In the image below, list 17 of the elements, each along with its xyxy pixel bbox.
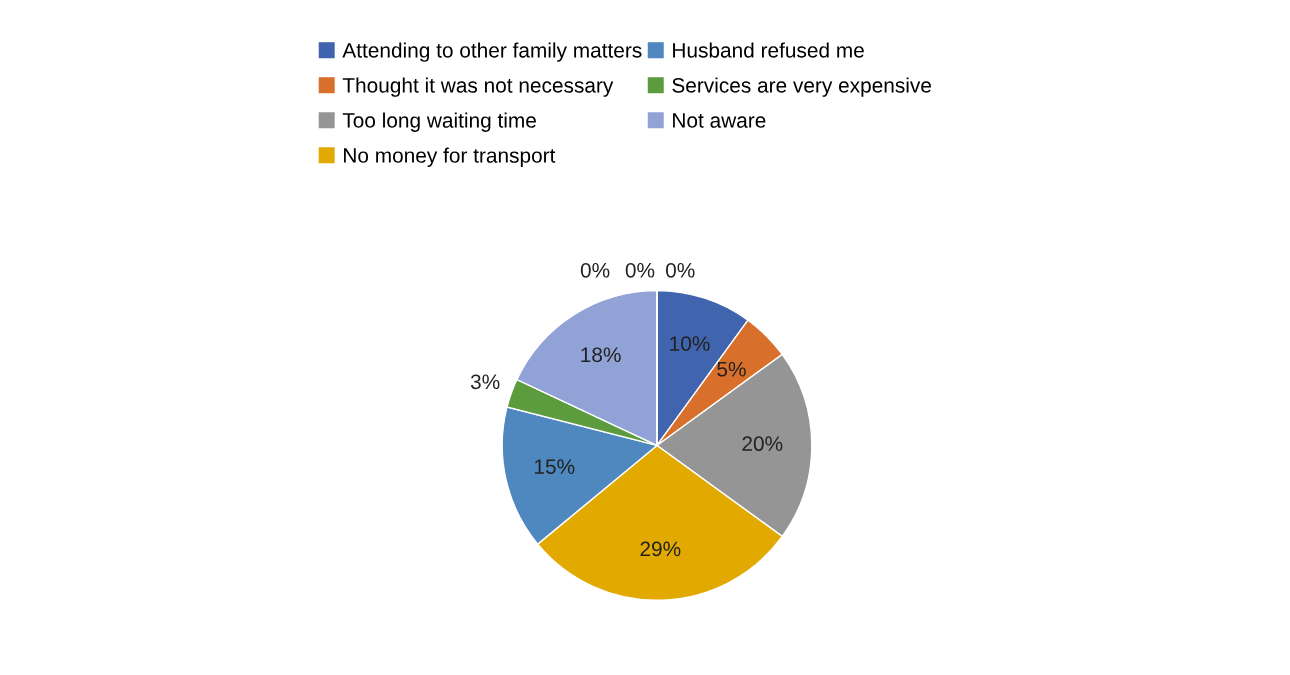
text: 0%	[580, 262, 610, 278]
data-label: 29%	[640, 541, 681, 557]
data-label: 5%	[717, 361, 746, 377]
legend-label: Thought it was not necessary	[342, 77, 614, 97]
legend-label: Too long waiting time	[342, 112, 536, 132]
legend-label: Attending to other family matters	[342, 42, 642, 62]
data-label: 15%	[535, 459, 575, 474]
legend-label: Husband refused me	[673, 42, 864, 58]
data-label: 3%	[470, 374, 500, 390]
legend-label: Not aware	[673, 113, 766, 128]
text: 0%	[625, 262, 655, 278]
legend-label: No money for transport	[344, 147, 556, 167]
data-label: 10%	[670, 336, 710, 351]
data-label: 20%	[742, 436, 783, 452]
data-label: 18%	[581, 347, 621, 363]
legend-label: Services are very expensive	[672, 77, 931, 97]
text: 0%	[665, 262, 695, 278]
